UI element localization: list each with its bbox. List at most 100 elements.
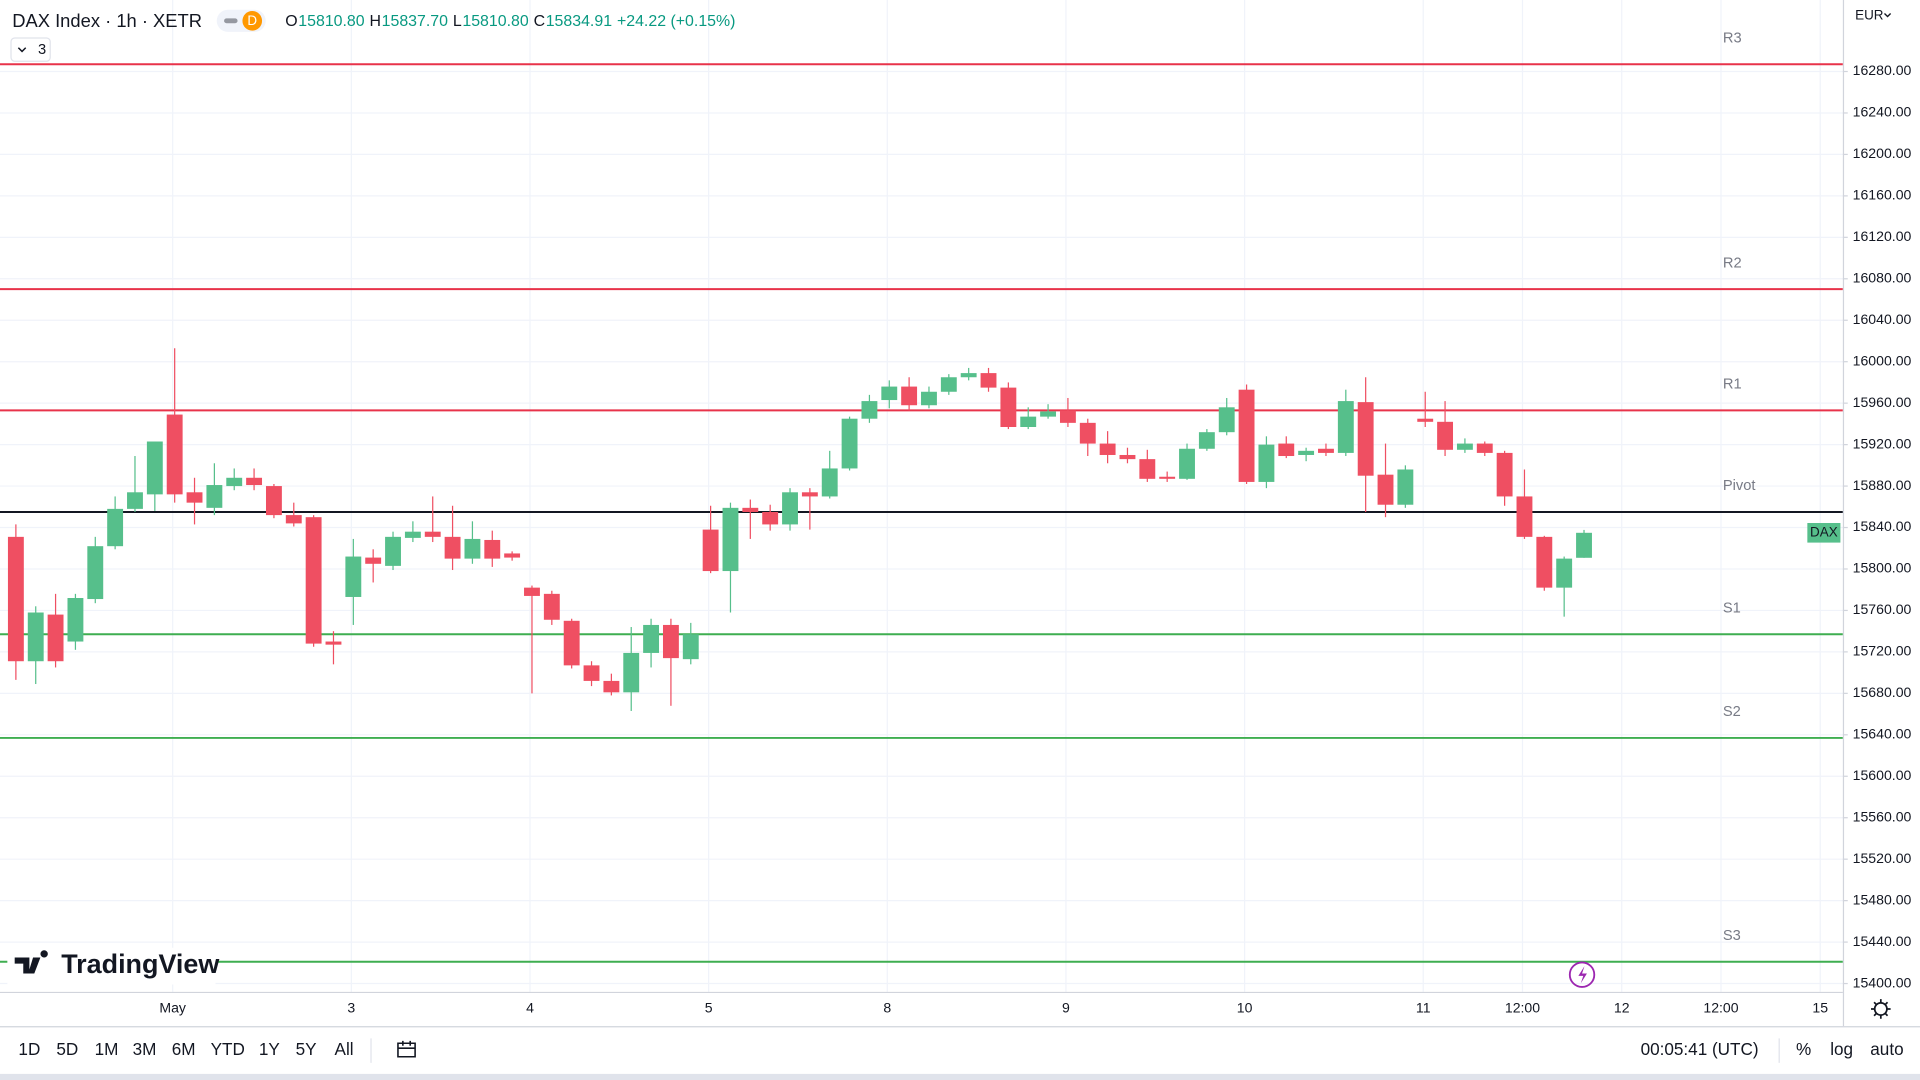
candle-body: [1139, 459, 1156, 479]
candle-body: [1377, 474, 1394, 505]
ohlc-value: 15810.80: [298, 13, 364, 30]
range-button[interactable]: 1D: [18, 1039, 40, 1059]
candle-body: [1536, 536, 1553, 588]
indicators-toggle[interactable]: [10, 37, 51, 62]
candle-body: [1020, 416, 1037, 427]
x-tick-label: 9: [1062, 1000, 1070, 1016]
candle-body: [285, 515, 302, 524]
candle-body: [1357, 402, 1374, 476]
candle-body: [186, 492, 203, 503]
candle-body: [524, 587, 540, 596]
candle-body: [960, 373, 977, 378]
candle-body: [424, 531, 441, 537]
candle-body: [1040, 411, 1057, 417]
candle-body: [47, 614, 64, 662]
x-tick-label: 11: [1416, 1000, 1431, 1016]
currency[interactable]: EUR: [1855, 7, 1884, 22]
x-tick-label: 12:00: [1505, 1000, 1540, 1016]
x-tick-label: 15: [1812, 1000, 1828, 1016]
candle-body: [980, 373, 997, 388]
candle-body: [1079, 422, 1096, 444]
candle-body: [543, 593, 560, 620]
ohlc-legend: O 15810.80 H 15837.70 L 15810.80 C 15834.91 +24.…: [285, 13, 735, 30]
candle-body: [444, 536, 461, 559]
range-button[interactable]: 1M: [95, 1039, 119, 1059]
candle-body: [1278, 443, 1295, 457]
y-tick-label: 16120.00: [1853, 228, 1912, 244]
scale-option[interactable]: log: [1830, 1039, 1853, 1059]
scale-option[interactable]: %: [1796, 1039, 1811, 1059]
y-tick-label: 16160.00: [1853, 187, 1912, 203]
candle-body: [1397, 469, 1414, 505]
range-button[interactable]: 1Y: [259, 1039, 281, 1059]
candle-body: [464, 538, 481, 559]
candle-body: [782, 492, 798, 525]
candle-body: [1258, 444, 1275, 482]
candle-body: [1496, 452, 1513, 497]
candle-body: [1437, 421, 1454, 450]
candle-body: [1417, 418, 1434, 422]
y-tick-label: 15560.00: [1853, 808, 1912, 824]
currency-chevron: [1884, 12, 1892, 18]
y-tick-label: 15680.00: [1853, 684, 1912, 700]
scale-option[interactable]: auto: [1870, 1039, 1903, 1059]
x-tick-label: 10: [1237, 1000, 1253, 1016]
candle-body: [1099, 443, 1116, 455]
candle-body: [921, 391, 937, 406]
events-icon[interactable]: [1568, 961, 1596, 988]
candle-body: [265, 486, 282, 516]
clock[interactable]: 00:05:41 (UTC): [1641, 1039, 1759, 1059]
candle-body: [1576, 532, 1592, 558]
candle-body: [1318, 448, 1334, 453]
candle-body: [404, 531, 421, 538]
candle-body: [1059, 410, 1076, 423]
x-tick-label: May: [159, 1000, 187, 1016]
chevron: [17, 47, 27, 53]
pivot-label: R2: [1723, 255, 1742, 271]
badge-icon: [224, 18, 238, 24]
toolbar: 1D 5D 1M 3M 6M YTD 1Y 5Y All% log auto: [18, 1039, 1903, 1059]
range-button[interactable]: 6M: [172, 1039, 196, 1059]
range-button[interactable]: All: [335, 1039, 354, 1059]
x-tick-label: 12:00: [1703, 1000, 1738, 1016]
y-tick-label: 15840.00: [1853, 518, 1912, 534]
candle-body: [305, 517, 322, 644]
price-tag-label: DAX: [1810, 524, 1838, 539]
candle-body: [861, 401, 878, 419]
badge-text: D: [247, 13, 257, 28]
currency-box: [1846, 3, 1920, 29]
y-tick-label: 15880.00: [1853, 477, 1912, 493]
ohlc-label: C: [534, 13, 546, 30]
y-tick-label: 16080.00: [1853, 270, 1912, 286]
y-tick-label: 16280.00: [1853, 62, 1912, 78]
candle-body: [662, 624, 679, 659]
candle-body: [1159, 476, 1176, 479]
range-button[interactable]: 3M: [133, 1039, 157, 1059]
ohlc-value: 15834.91: [546, 13, 612, 30]
logo-text: TradingView: [61, 949, 219, 979]
y-tick-label: 16240.00: [1853, 104, 1912, 120]
candle-body: [127, 492, 143, 509]
y-tick-label: 16200.00: [1853, 145, 1912, 161]
candle-body: [1516, 496, 1533, 537]
y-tick-label: 15520.00: [1853, 850, 1912, 866]
candle-body: [7, 536, 24, 662]
x-tick-label: 12: [1614, 1000, 1630, 1016]
candle-body: [107, 508, 124, 547]
candle-body: [682, 634, 699, 660]
x-tick-label: 3: [347, 1000, 355, 1016]
candle-body: [583, 665, 600, 681]
y-tick-label: 15480.00: [1853, 891, 1912, 907]
range-button[interactable]: 5D: [56, 1039, 78, 1059]
events-bolt: [1578, 966, 1587, 984]
y-tick-label: 15640.00: [1853, 726, 1912, 742]
candle-body: [821, 468, 838, 497]
range-button[interactable]: YTD: [211, 1039, 245, 1059]
symbol-title[interactable]: DAX Index · 1h · XETR: [12, 10, 202, 31]
range-button[interactable]: 5Y: [296, 1039, 318, 1059]
y-tick-label: 15720.00: [1853, 643, 1912, 659]
date-range-icon[interactable]: [397, 1040, 416, 1058]
candle-body: [385, 536, 401, 566]
